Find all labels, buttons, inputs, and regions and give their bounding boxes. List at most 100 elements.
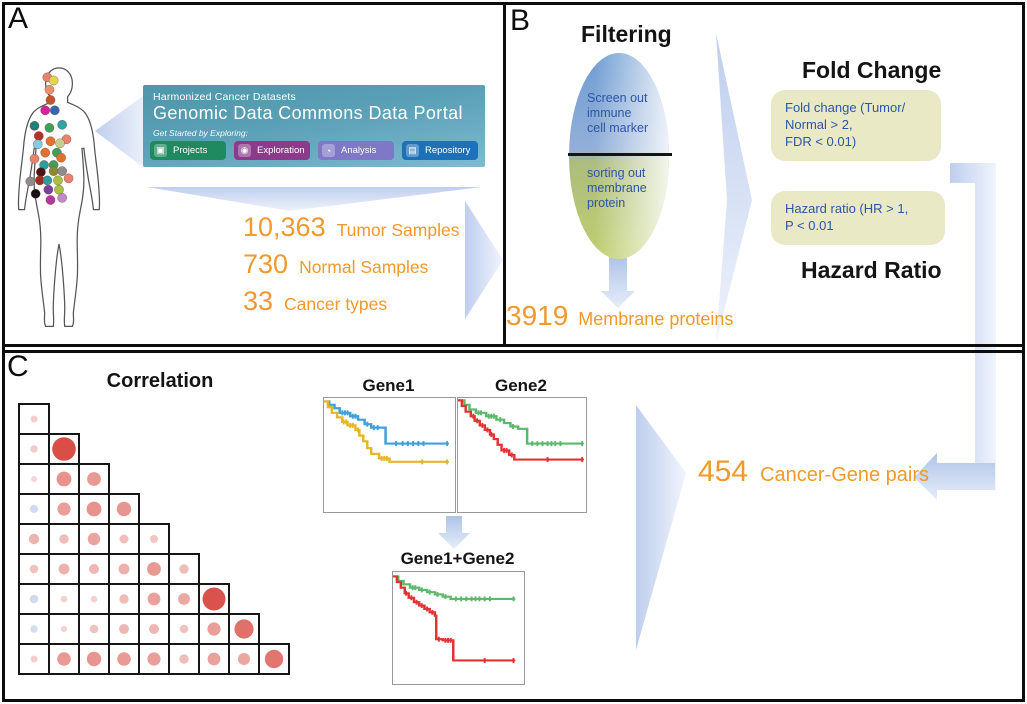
censor-tick	[413, 585, 418, 591]
correlation-bubble	[30, 415, 38, 423]
censor-tick	[475, 418, 479, 424]
cancer-type-dot	[50, 105, 60, 116]
censor-tick	[482, 596, 487, 602]
hazard-ratio-box: Hazard ratio (HR > 1, P < 0.01	[771, 191, 945, 245]
gdc-button-label: Exploration	[257, 145, 305, 156]
stat-value: 730	[243, 249, 289, 279]
correlation-bubble	[179, 654, 189, 664]
filter-ellipse	[569, 53, 669, 259]
cancer-type-dot	[25, 176, 36, 187]
gdc-banner-subtitle: Harmonized Cancer Datasets	[153, 91, 296, 103]
censor-tick	[445, 441, 449, 447]
cancer-type-dot	[54, 184, 64, 195]
correlation-bubble	[29, 594, 39, 604]
censor-tick	[580, 441, 584, 447]
correlation-bubble	[238, 653, 250, 665]
arrow-banner-down	[147, 187, 482, 211]
correlation-bubble	[178, 593, 190, 605]
repository-icon: ▤	[406, 144, 419, 157]
correlation-bubble	[31, 476, 37, 482]
exploration-icon: ◉	[238, 144, 251, 157]
divider-panel-a-b	[503, 2, 506, 347]
correlation-cell	[168, 553, 200, 585]
censor-tick	[545, 457, 550, 463]
gdc-button-exploration[interactable]: ◉ Exploration	[234, 141, 310, 160]
text-line: cell marker	[587, 120, 649, 135]
text-line: Fold change (Tumor/	[785, 100, 906, 115]
censor-tick	[411, 441, 415, 447]
cancer-type-dots-group	[25, 72, 74, 205]
correlation-bubble	[179, 624, 189, 634]
correlation-bubble	[57, 502, 71, 516]
censor-tick	[344, 419, 349, 425]
filter-bottom-text: sorting out membrane protein	[587, 166, 663, 210]
correlation-bubble	[86, 501, 102, 517]
censor-tick	[558, 441, 563, 447]
km-title-gene1: Gene1	[362, 376, 415, 395]
membrane-proteins-result: 3919 Membrane proteins	[506, 300, 733, 332]
censor-tick	[400, 441, 405, 447]
censor-tick	[492, 413, 496, 419]
censor-tick	[419, 603, 424, 609]
censor-tick	[371, 425, 376, 431]
censor-tick	[353, 413, 358, 419]
correlation-bubble	[118, 563, 130, 575]
cancer-type-dot	[29, 153, 40, 164]
censor-tick	[482, 658, 487, 663]
pairs-label: Cancer-Gene pairs	[760, 464, 930, 486]
gdc-button-repository[interactable]: ▤ Repository	[402, 141, 478, 160]
arrow-c-to-result	[636, 405, 686, 650]
correlation-bubble	[147, 562, 161, 576]
cancer-type-dot	[45, 136, 56, 147]
censor-tick	[394, 441, 398, 447]
gdc-button-projects[interactable]: ▣ Projects	[150, 141, 226, 160]
censor-tick	[489, 431, 494, 437]
censor-tick	[580, 457, 584, 463]
censor-tick	[420, 459, 425, 465]
cancer-type-dot	[63, 173, 74, 184]
correlation-bubble	[207, 652, 221, 666]
cancer-type-dot	[45, 195, 56, 205]
censor-tick	[430, 609, 435, 615]
correlation-bubble	[147, 652, 161, 666]
text-line: Screen out	[587, 91, 648, 105]
censor-tick	[509, 452, 514, 458]
censor-tick	[416, 441, 421, 447]
cancer-type-dot	[42, 175, 53, 186]
censor-tick	[540, 441, 545, 447]
censor-tick	[445, 459, 449, 465]
km-curve-group-2	[393, 575, 514, 662]
correlation-bubble	[90, 595, 98, 603]
censor-tick	[511, 658, 516, 663]
gdc-button-analysis[interactable]: ◔ Analysis	[318, 141, 394, 160]
censor-tick	[530, 441, 535, 447]
hazard-ratio-heading: Hazard Ratio	[801, 257, 942, 283]
correlation-bubble	[117, 652, 131, 666]
censor-tick	[553, 441, 558, 447]
correlation-cell	[78, 643, 110, 675]
gdc-portal-banner: Harmonized Cancer Datasets Genomic Data …	[143, 85, 485, 167]
correlation-bubble	[207, 622, 221, 636]
correlation-bubble	[28, 533, 40, 545]
correlation-bubble	[149, 624, 159, 634]
km-curve-group-1	[458, 399, 583, 445]
correlation-bubble	[30, 445, 38, 453]
stat-row: 730 Normal Samples	[243, 249, 459, 280]
censor-tick	[419, 587, 424, 593]
km-plot-gene1	[323, 397, 456, 513]
censor-tick	[421, 441, 426, 447]
censor-tick	[504, 447, 509, 453]
cancer-type-dot	[40, 147, 51, 158]
sample-stats-list: 10,363 Tumor Samples 730 Normal Samples 33 Ca…	[243, 212, 459, 323]
panel-label-a: A	[8, 2, 29, 35]
censor-tick	[477, 596, 482, 602]
cancer-type-dot	[43, 184, 54, 195]
censor-tick	[448, 637, 453, 643]
human-body-figure	[17, 67, 101, 327]
correlation-bubble	[87, 532, 101, 546]
fold-change-heading: Fold Change	[802, 57, 942, 83]
censor-tick	[459, 596, 463, 602]
km-plot-gene1-gene2	[392, 571, 525, 685]
correlation-bubble	[89, 624, 99, 634]
